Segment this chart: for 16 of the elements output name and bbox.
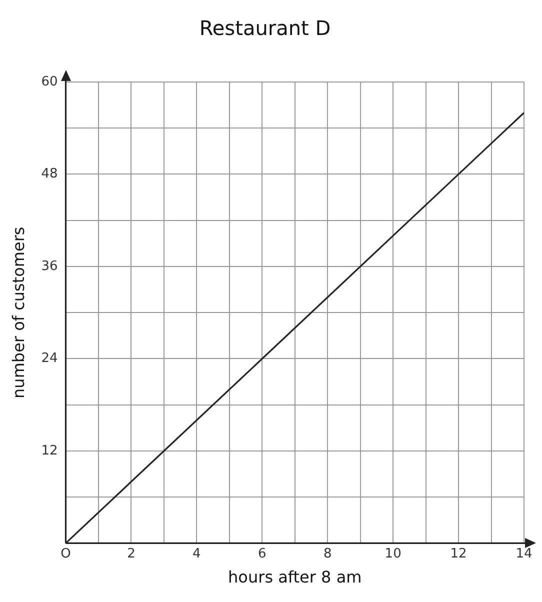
x-tick-label: 6	[258, 546, 266, 562]
y-tick-label: 48	[41, 166, 58, 182]
x-axis-title: hours after 8 am	[228, 568, 362, 587]
x-tick-label: 12	[450, 546, 467, 562]
x-tick-label: O	[60, 546, 71, 562]
x-tick-label: 8	[323, 546, 332, 562]
y-tick-label: 12	[41, 443, 58, 458]
y-tick-label: 60	[41, 74, 58, 90]
chart-title: Restaurant D	[199, 16, 331, 40]
y-tick-label: 24	[41, 351, 58, 366]
y-tick-label: 36	[41, 258, 58, 274]
x-tick-label: 10	[384, 546, 402, 562]
x-tick-label: 14	[516, 546, 532, 562]
x-tick-label: 4	[192, 546, 201, 562]
y-axis-title: number of customers	[8, 226, 28, 398]
x-tick-label: 2	[127, 546, 136, 562]
